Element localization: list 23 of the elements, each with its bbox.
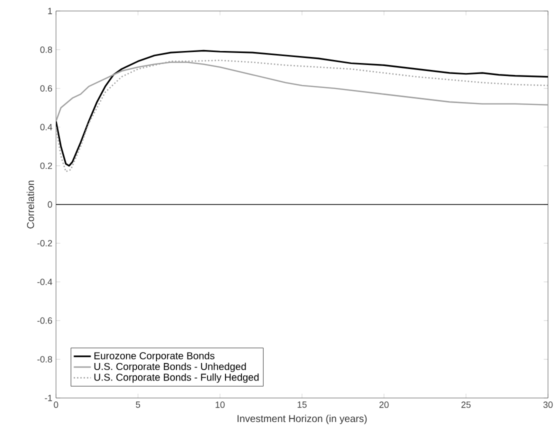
x-tick-label: 30 [543, 402, 553, 408]
y-tick-label: 1 [48, 8, 52, 14]
x-tick-label: 0 [54, 402, 58, 408]
y-tick-label: 0.6 [40, 85, 52, 92]
x-tick-label: 5 [136, 402, 140, 408]
y-tick-label: 0.8 [40, 46, 52, 53]
y-tick-label: -1 [44, 394, 52, 402]
y-tick-label: -0.8 [37, 356, 52, 362]
legend-label: U.S. Corporate Bonds - Fully Hedged [94, 373, 259, 383]
x-tick-label: 25 [461, 402, 471, 408]
legend-label: Eurozone Corporate Bonds [94, 352, 214, 362]
y-tick-label: -0.6 [37, 317, 52, 324]
x-tick-label: 15 [298, 402, 307, 408]
legend-label: U.S. Corporate Bonds - Unhedged [94, 362, 246, 372]
x-axis-title: Investment Horizon (in years) [238, 414, 367, 424]
y-tick-label: 0.2 [40, 162, 52, 169]
y-tick-label: 0 [48, 201, 52, 208]
x-tick-label: 20 [379, 402, 389, 408]
y-tick-label: -0.2 [37, 240, 52, 246]
y-tick-label: -0.4 [37, 278, 52, 286]
x-tick-label: 10 [216, 402, 225, 408]
y-axis-title: Correlation [26, 180, 34, 228]
y-tick-label: 0.4 [40, 124, 52, 130]
